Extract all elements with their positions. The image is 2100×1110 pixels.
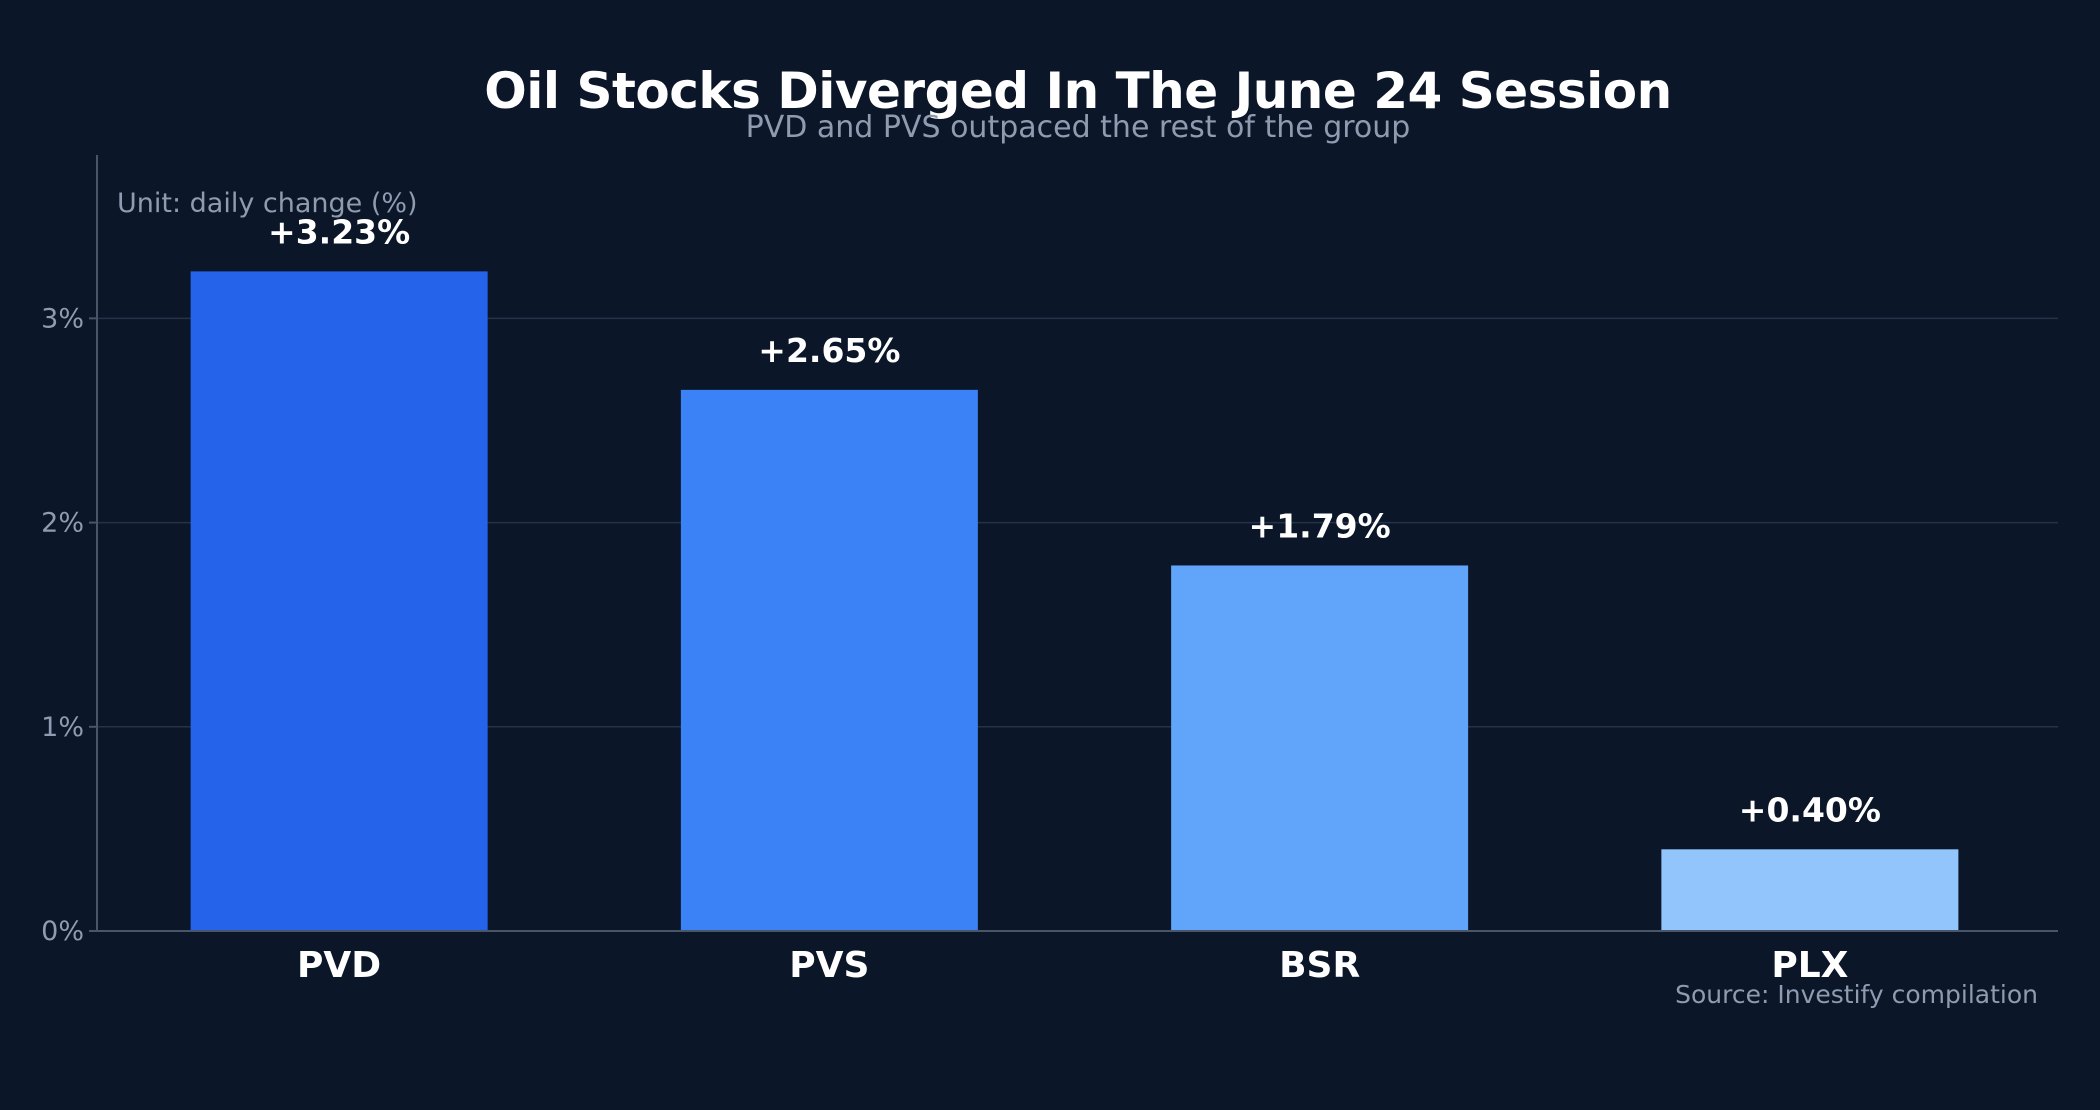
x-tick-label: PVD <box>297 945 381 986</box>
y-tick-label: 2% <box>41 508 84 539</box>
data-label: +0.40% <box>1739 790 1881 829</box>
unit-note: Unit: daily change (%) <box>117 188 418 219</box>
y-tick-label: 0% <box>41 916 84 947</box>
data-label: +2.65% <box>758 331 900 370</box>
bar-pvs <box>680 389 978 931</box>
data-label: +1.79% <box>1249 506 1391 545</box>
data-label: +3.23% <box>268 212 410 251</box>
chart-subtitle: PVD and PVS outpaced the rest of the gro… <box>745 110 1411 145</box>
x-tick-label: BSR <box>1279 945 1360 986</box>
y-tick-label: 1% <box>41 712 84 743</box>
y-tick-label: 3% <box>41 303 84 334</box>
x-tick-label: PVS <box>789 945 869 986</box>
chart-title: Oil Stocks Diverged In The June 24 Sessi… <box>484 62 1672 120</box>
bar-bsr <box>1171 565 1469 931</box>
bar-plx <box>1661 849 1959 931</box>
source-note: Source: Investify compilation <box>1675 980 2038 1009</box>
x-tick-label: PLX <box>1771 945 1848 986</box>
bar-pvd <box>190 271 488 931</box>
